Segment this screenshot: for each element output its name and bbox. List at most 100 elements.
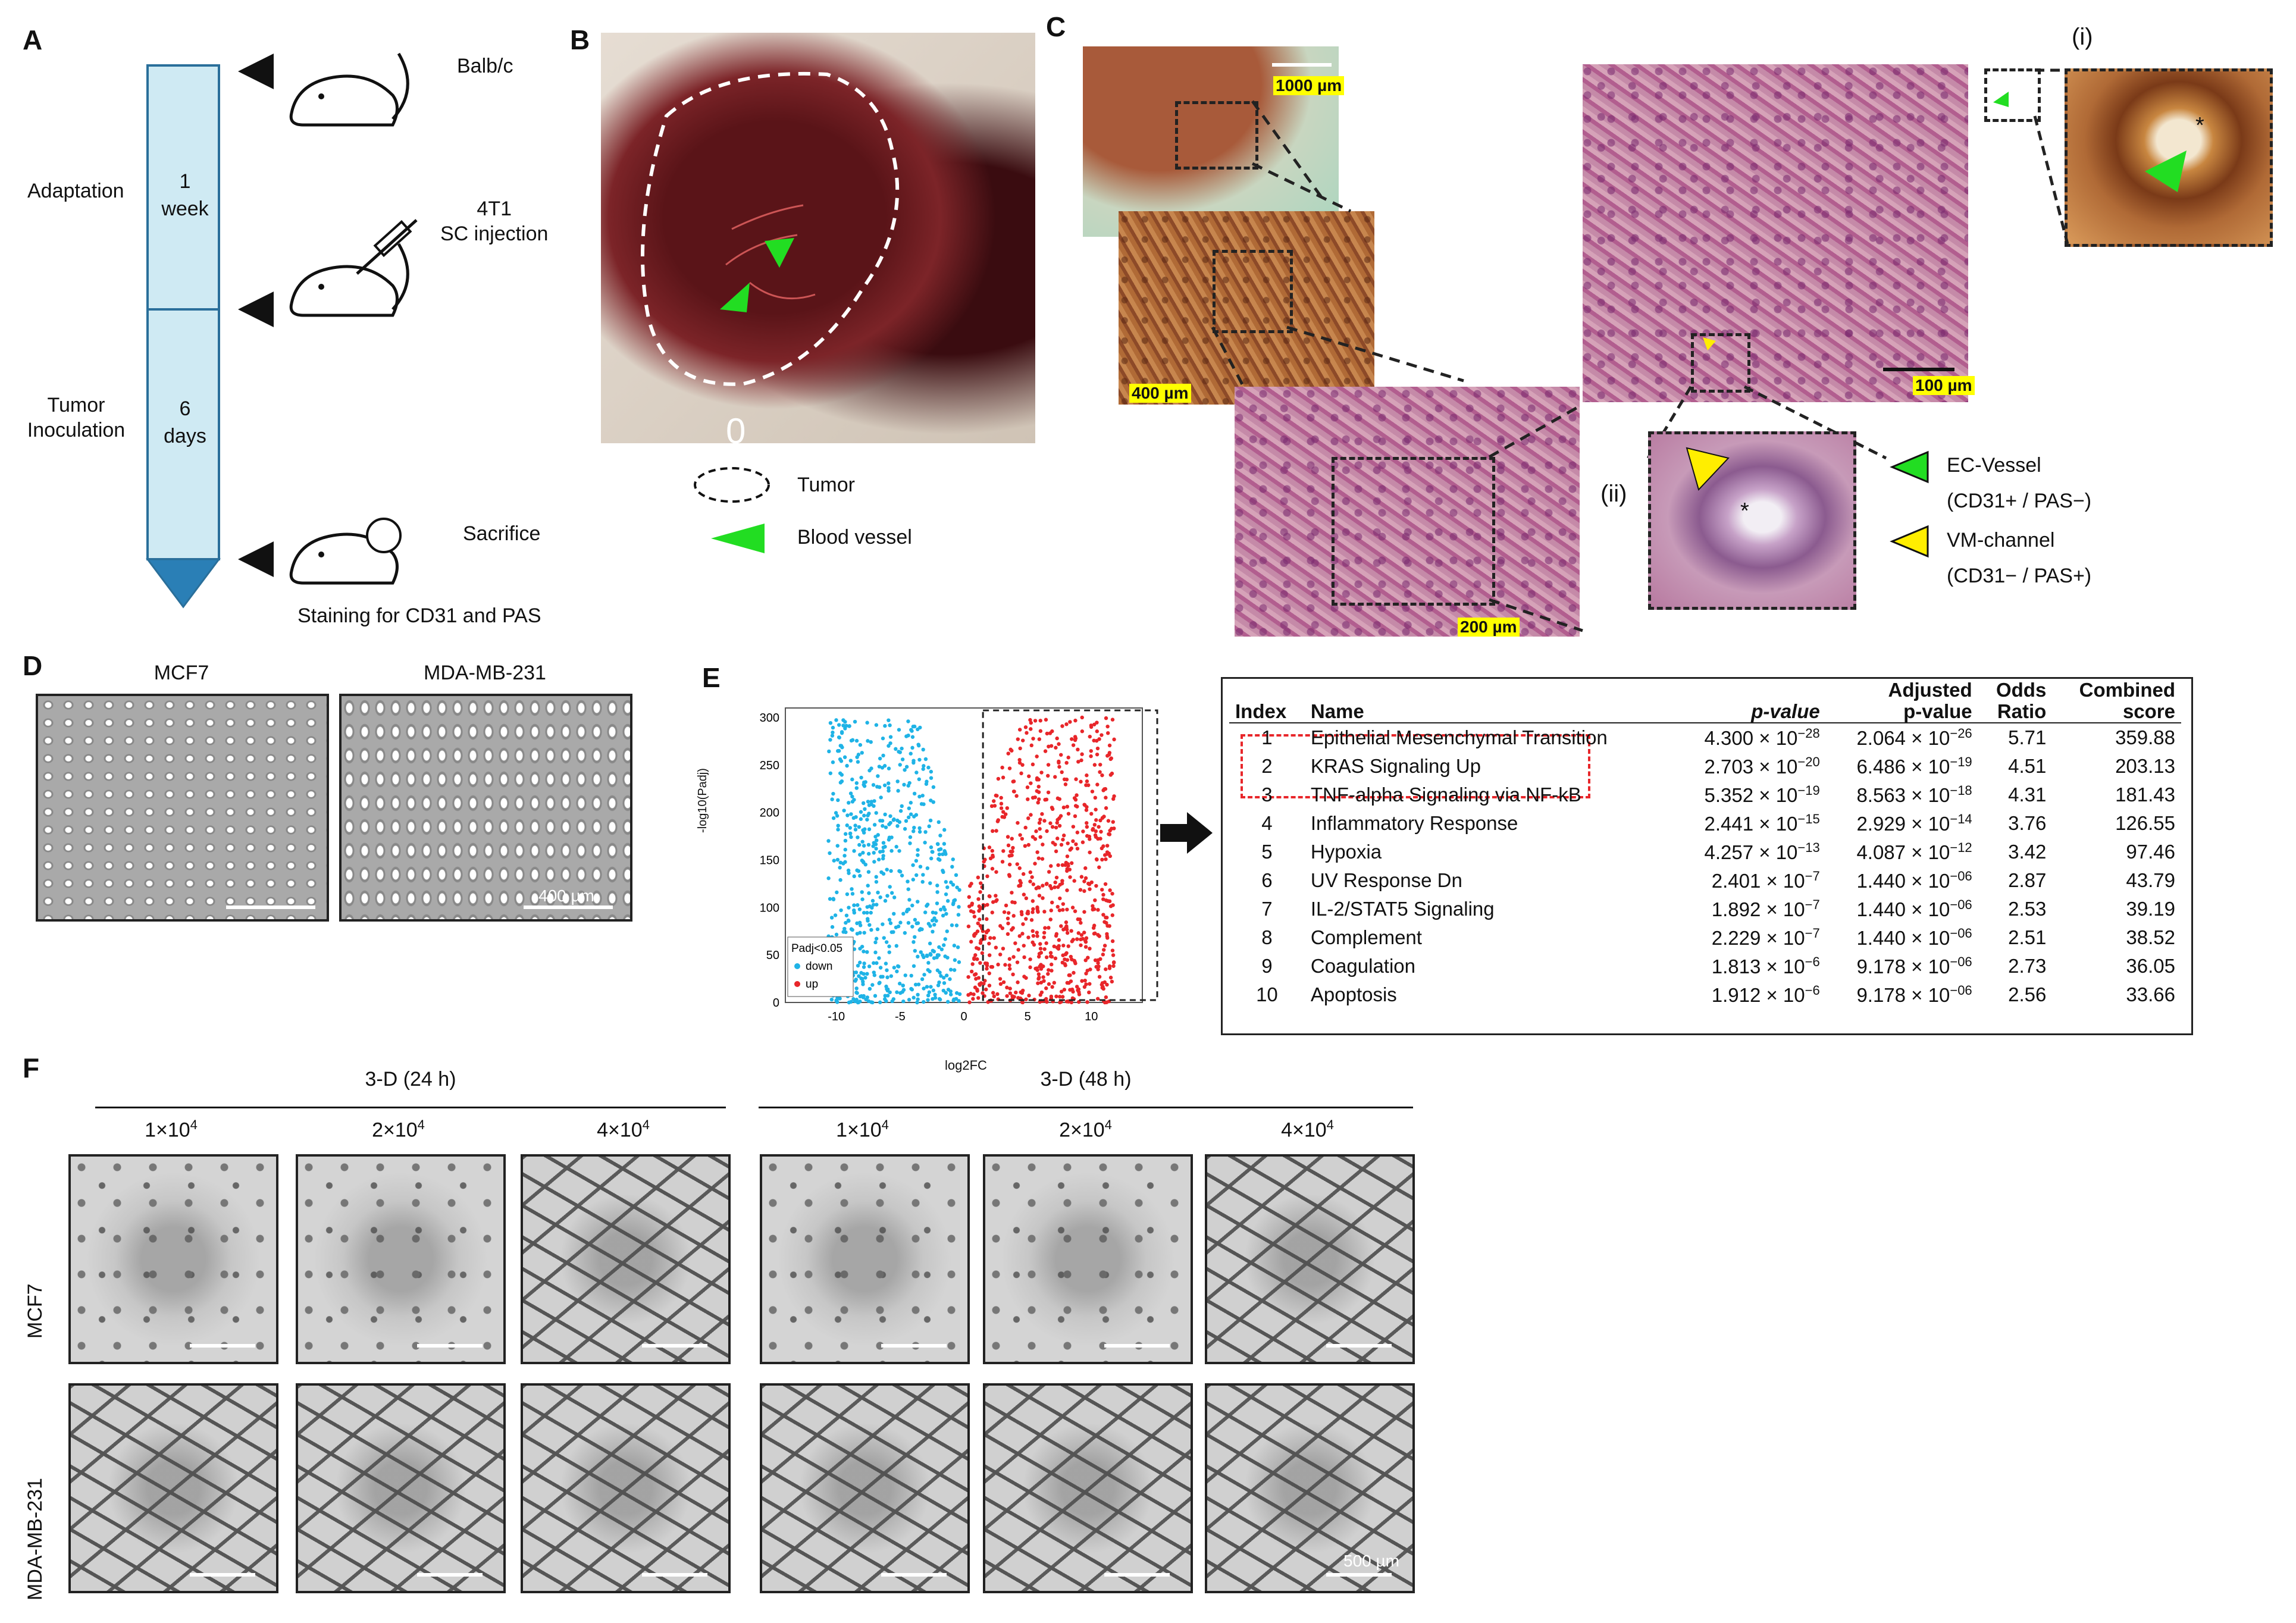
spheroid-micrograph: [760, 1154, 970, 1364]
header-pvalue: p-value: [1751, 700, 1820, 722]
volcano-xtick: 10: [1085, 1010, 1098, 1023]
cell-adj-value: 1.440 × 10−06: [1826, 895, 1978, 923]
cell-name: KRAS Signaling Up: [1310, 755, 1481, 777]
spheroid-micrograph: [983, 1154, 1193, 1364]
cell-score: 33.66: [2126, 983, 2175, 1005]
zoom-box-i: [1984, 68, 2041, 122]
cell-odds: 2.73: [2008, 955, 2047, 977]
inset-ii-asterisk: *: [1740, 499, 1749, 524]
cell-index: 5: [1261, 841, 1273, 863]
he-image-100: [1583, 64, 1968, 402]
cell-adj-exponent: −06: [1950, 869, 1972, 883]
scale-label-400: 400 µm: [1129, 384, 1191, 403]
inset-i-connectors: [2033, 68, 2069, 245]
cell-name: Inflammatory Response: [1310, 812, 1518, 834]
group-24h: 3-D (24 h): [365, 1068, 456, 1091]
phase-inoculation-duration: 6 days: [164, 397, 206, 447]
tumor-outline: [641, 71, 900, 386]
zoom-box-2: [1213, 250, 1293, 333]
volcano-legend: Padj<0.05 down up: [787, 936, 854, 997]
cell-adj-exponent: −06: [1950, 897, 1972, 912]
cell-adj-exponent: −14: [1950, 812, 1972, 826]
scale-label-f: 500 µm: [1343, 1552, 1399, 1570]
cell-adj-exponent: −06: [1950, 954, 1972, 969]
cell-adj-mantissa: 8.563 × 10: [1856, 784, 1950, 806]
sacrifice-label: Sacrifice: [463, 522, 541, 545]
cell-adj-mantissa: 4.087 × 10: [1856, 841, 1950, 863]
cell-adj-mantissa: 2.929 × 10: [1856, 813, 1950, 835]
cell-adj-value: 8.563 × 10−18: [1826, 781, 1978, 809]
cell-score: 38.52: [2126, 926, 2175, 948]
cell-score: 43.79: [2126, 869, 2175, 891]
table-row: 4 Inflammatory Response 2.441 × 10−15 2.929…: [1229, 809, 2181, 838]
scale-bar-f: [1326, 1344, 1392, 1348]
cell-p-exponent: −15: [1797, 812, 1820, 826]
cell-adj-mantissa: 2.064 × 10: [1856, 727, 1950, 749]
scale-bar-f: [417, 1344, 483, 1348]
cell-name: UV Response Dn: [1310, 869, 1462, 891]
spheroid-micrograph: [1205, 1154, 1415, 1364]
cell-adj-exponent: −19: [1950, 754, 1972, 769]
cell-adj-mantissa: 1.440 × 10: [1856, 870, 1950, 892]
cell-p-mantissa: 1.813 × 10: [1711, 955, 1805, 977]
cell-p-value: 1.912 × 10−6: [1674, 980, 1826, 1009]
inset-i-label: (i): [2072, 24, 2093, 50]
phase-adaptation-duration: 1 week: [161, 170, 209, 220]
cell-adj-exponent: −06: [1950, 983, 1972, 998]
cell-adj-value: 4.087 × 10−12: [1826, 838, 1978, 866]
legend-vm-label: VM-channel (CD31− / PAS+): [1947, 529, 2092, 587]
cell-adj-value: 1.440 × 10−06: [1826, 923, 1978, 952]
cell-p-exponent: −19: [1797, 783, 1820, 798]
cell-p-exponent: −7: [1805, 869, 1820, 883]
inset-ii-label: (ii): [1600, 481, 1627, 507]
ihc-image-400: [1119, 211, 1374, 405]
table-row: 1 Epithelial Mesenchymal Transition 4.300 …: [1229, 723, 2181, 752]
table-row: 2 KRAS Signaling Up 2.703 × 10−20 6.486 × 1…: [1229, 752, 2181, 781]
cell-adj-mantissa: 1.440 × 10: [1856, 927, 1950, 949]
volcano-ytick: 250: [760, 759, 779, 772]
cell-name: Hypoxia: [1310, 841, 1382, 863]
panel-label-d: D: [23, 650, 43, 681]
svg-text:up: up: [806, 978, 818, 991]
cell-p-exponent: −7: [1805, 926, 1820, 941]
cell-p-exponent: −28: [1797, 726, 1820, 741]
zoom-box-1: [1175, 101, 1258, 170]
inset-i-asterisk: *: [2195, 113, 2204, 138]
scale-bar-f: [1326, 1573, 1392, 1577]
gene-set-table-frame: [1221, 677, 2193, 1035]
timepoint-arrow-1: [238, 54, 274, 89]
volcano-ytick: 0: [773, 997, 779, 1010]
header-odds: Odds Ratio: [1996, 679, 2047, 722]
timepoint-arrow-2: [238, 292, 274, 327]
arrow-right-icon: [1160, 812, 1213, 854]
volcano-plot: -10 -5 0 5 10050100150200250300Padj<0.05down…: [760, 707, 1158, 1023]
spheroid-micrograph: [296, 1154, 506, 1364]
staining-label: Staining for CD31 and PAS: [297, 604, 541, 627]
cell-index: 9: [1261, 955, 1273, 977]
table-row: 6 UV Response Dn 2.401 × 10−7 1.440 × 10−06…: [1229, 866, 2181, 895]
cell-adj-value: 9.178 × 10−06: [1826, 980, 1978, 1009]
zoom-box-ii: [1691, 333, 1750, 393]
panel-label-c: C: [1046, 11, 1066, 42]
panel-label-e: E: [702, 662, 721, 693]
vessel-arrow-2: [720, 283, 750, 312]
legend-ec-icon: [1890, 450, 1929, 484]
density-label: 4×104: [597, 1117, 650, 1142]
panel-label-a: A: [23, 24, 43, 55]
svg-text:Padj<0.05: Padj<0.05: [791, 942, 842, 955]
cell-name: Epithelial Mesenchymal Transition: [1310, 726, 1608, 748]
density-label: 1×104: [836, 1117, 889, 1142]
cell-adj-exponent: −26: [1950, 726, 1972, 741]
cell-index: 4: [1261, 812, 1273, 834]
cell-line-mdamb231: MDA-MB-231: [424, 662, 546, 684]
legend-tumor-label: Tumor: [797, 474, 855, 496]
cell-adj-mantissa: 9.178 × 10: [1856, 955, 1950, 977]
scale-bar-d1: [226, 906, 315, 909]
density-label: 1×104: [145, 1117, 198, 1142]
header-name: Name: [1310, 700, 1364, 722]
cell-adj-exponent: −18: [1950, 783, 1972, 798]
cell-p-mantissa: 1.912 × 10: [1711, 984, 1805, 1006]
cell-p-exponent: −6: [1805, 983, 1820, 998]
cell-p-mantissa: 1.892 × 10: [1711, 898, 1805, 920]
cell-p-value: 5.352 × 10−19: [1674, 781, 1826, 809]
